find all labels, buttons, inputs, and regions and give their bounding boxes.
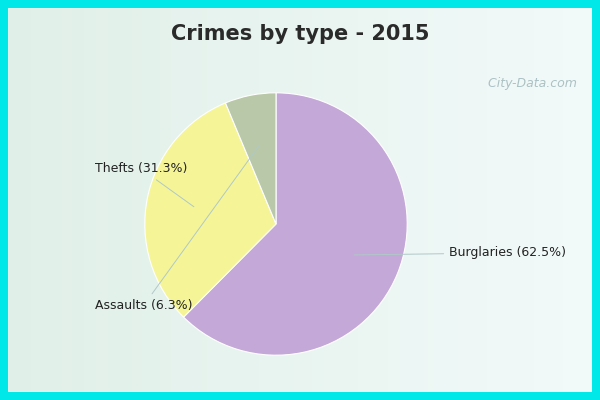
Text: Crimes by type - 2015: Crimes by type - 2015 — [171, 24, 429, 44]
Wedge shape — [145, 103, 276, 317]
Text: Assaults (6.3%): Assaults (6.3%) — [95, 146, 259, 312]
Text: Burglaries (62.5%): Burglaries (62.5%) — [354, 246, 566, 259]
Wedge shape — [226, 93, 276, 224]
Text: Thefts (31.3%): Thefts (31.3%) — [95, 162, 194, 207]
Text: City-Data.com: City-Data.com — [480, 78, 577, 90]
Wedge shape — [184, 93, 407, 355]
